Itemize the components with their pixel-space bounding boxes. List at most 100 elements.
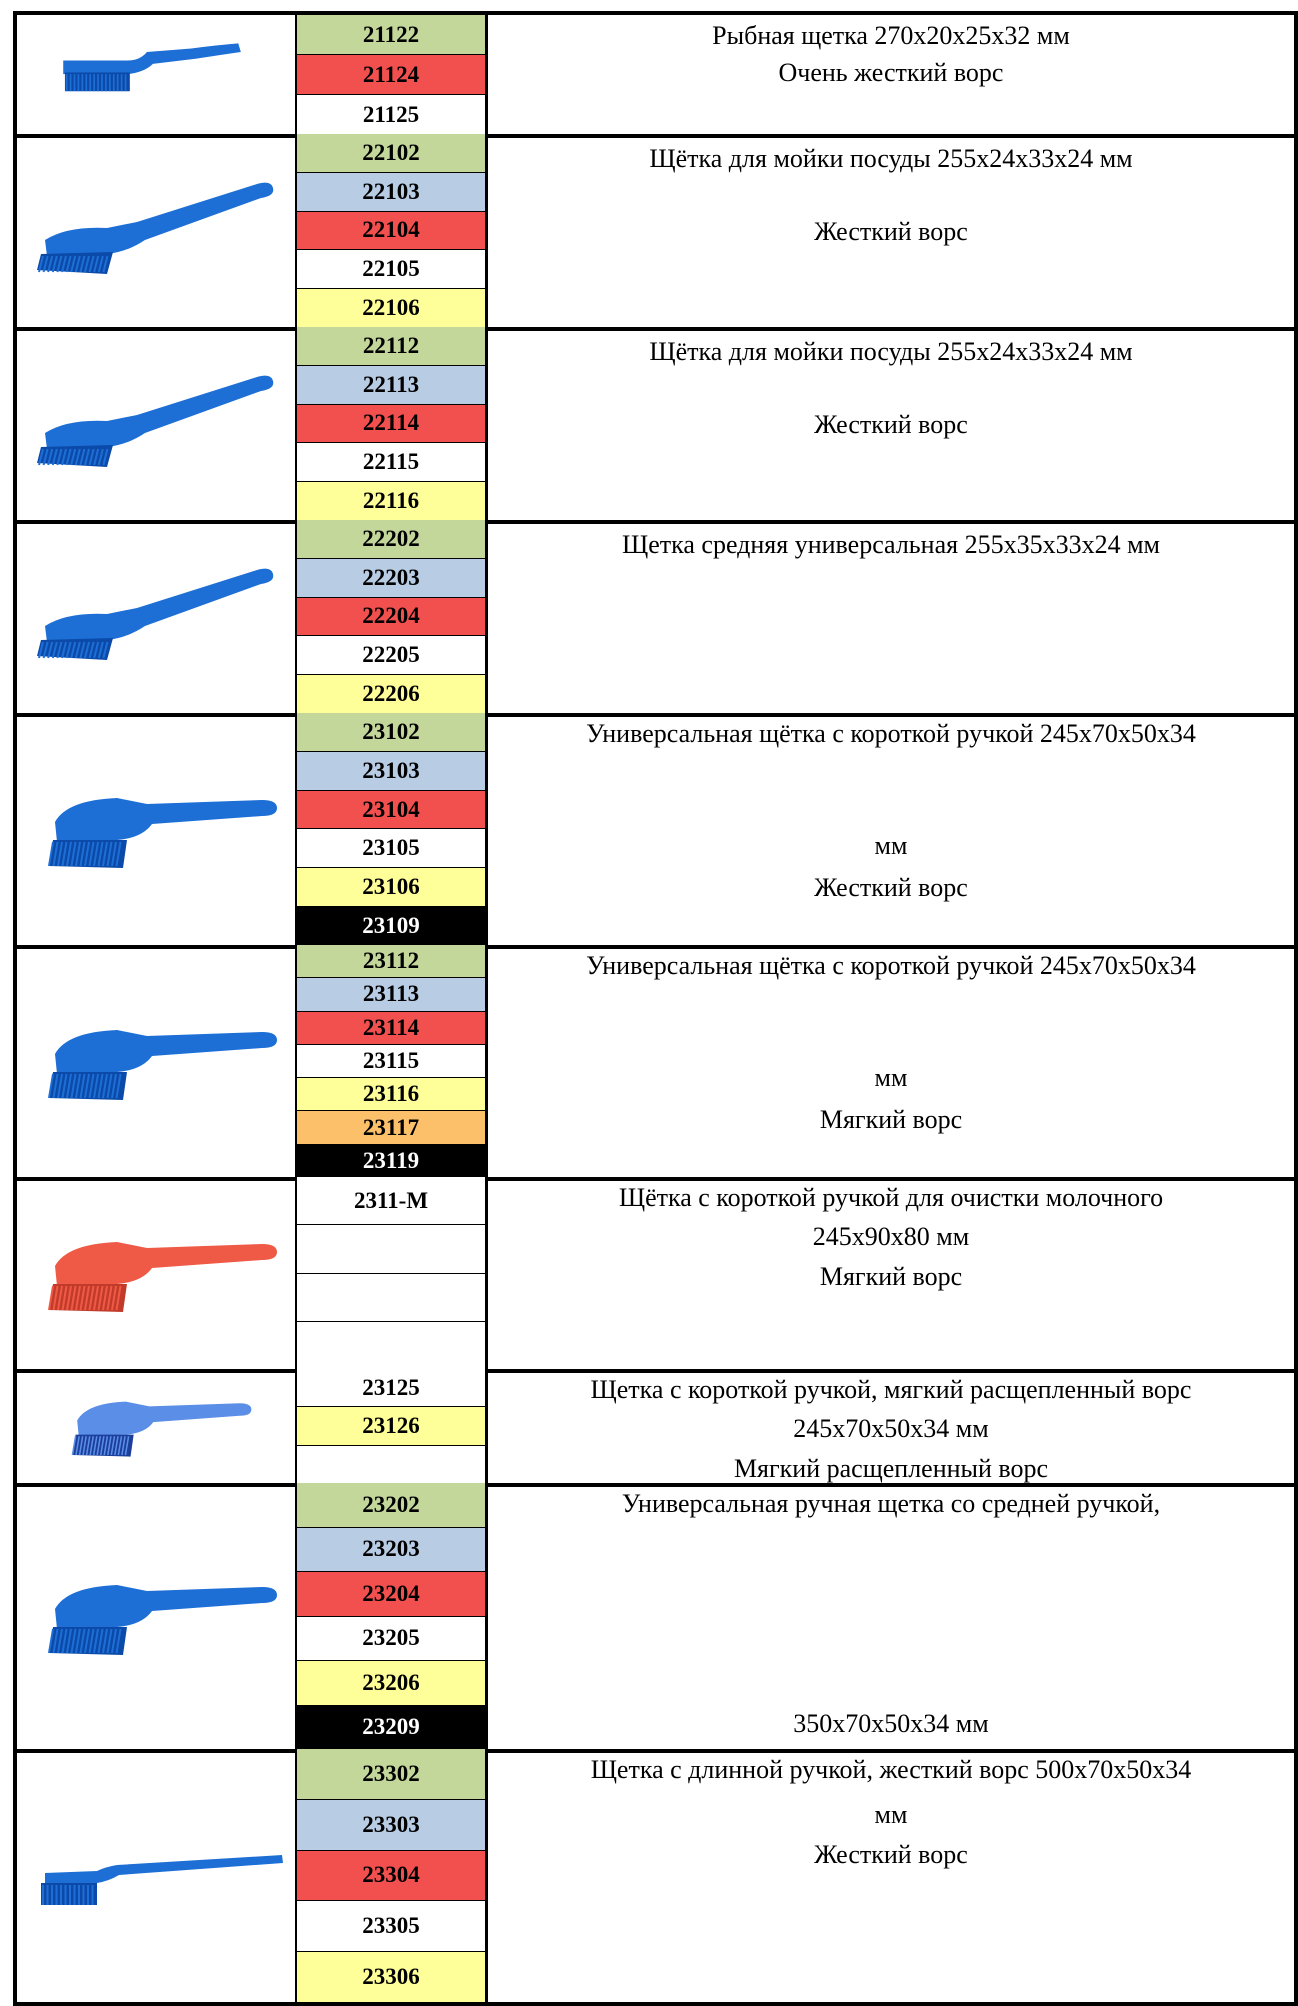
product-description: Универсальная щётка с короткой ручкой 24… xyxy=(488,945,1298,1177)
product-row: 2311-М Щётка с короткой ручкой для очистк… xyxy=(13,1177,1298,1373)
article-code: 23125 xyxy=(297,1369,485,1408)
article-code: 23106 xyxy=(297,868,485,908)
article-code: 22115 xyxy=(297,443,485,483)
article-code: 22112 xyxy=(297,327,485,366)
blue-medium-handle-brush-image xyxy=(48,1585,277,1655)
article-code: 23209 xyxy=(297,1705,485,1749)
article-code: 23113 xyxy=(297,978,485,1012)
product-description: Щетка средняя универсальная 255х35х33х24… xyxy=(488,520,1298,713)
product-row: 22102 22103 22104 22105 22106 Щётка для мойки… xyxy=(13,134,1298,331)
article-codes: 23302 23303 23304 23305 23306 xyxy=(297,1749,488,2002)
article-code xyxy=(297,1321,485,1369)
article-code: 2311-М xyxy=(297,1177,485,1226)
description-line: Универсальная щётка с короткой ручкой 24… xyxy=(586,951,1196,980)
article-codes: 23125 23126 xyxy=(297,1369,488,1483)
description-line: мм xyxy=(874,1063,908,1092)
product-image-cell xyxy=(13,945,297,1177)
article-code: 23202 xyxy=(297,1483,485,1528)
article-code: 22104 xyxy=(297,211,485,251)
description-line: Щётка для мойки посуды 255х24х33х24 мм xyxy=(649,337,1133,366)
blue-fish-brush-image xyxy=(63,42,241,91)
article-code: 21125 xyxy=(297,95,485,134)
description-line: Жесткий ворс xyxy=(814,873,968,902)
product-description: Щётка с короткой ручкой для очистки моло… xyxy=(488,1177,1298,1369)
description-line: Жесткий ворс xyxy=(814,1840,968,1869)
product-image-cell xyxy=(13,713,297,945)
article-code: 23306 xyxy=(297,1952,485,2002)
article-code: 23103 xyxy=(297,751,485,791)
description-line: 245х70х50х34 мм xyxy=(793,1414,989,1443)
description-line: 350х70х50х34 мм xyxy=(793,1709,989,1738)
product-image-cell xyxy=(13,520,297,713)
description-line: Жесткий ворс xyxy=(814,217,968,246)
article-code: 23115 xyxy=(297,1044,485,1079)
article-code: 22113 xyxy=(297,365,485,405)
article-code: 23304 xyxy=(297,1850,485,1902)
product-table: 21122 21124 21125 Рыбная щетка 270х20х25х32… xyxy=(13,11,1298,2006)
article-code: 22103 xyxy=(297,172,485,212)
article-codes: 23102 23103 23104 23105 23106 23109 xyxy=(297,713,488,945)
article-code: 23206 xyxy=(297,1661,485,1706)
article-code: 23104 xyxy=(297,790,485,830)
product-row: 22202 22203 22204 22205 22206 Щетка средняя у… xyxy=(13,520,1298,717)
article-code: 23303 xyxy=(297,1799,485,1851)
article-code: 22202 xyxy=(297,520,485,559)
product-image-cell xyxy=(13,1749,297,2002)
description-line: Мягкий ворс xyxy=(819,1105,963,1134)
product-row: 23125 23126 Щетка с короткой ручкой, мягки… xyxy=(13,1369,1298,1487)
description-line: мм xyxy=(874,831,908,860)
product-image-cell xyxy=(13,1369,297,1483)
blue-long-handle-brush-image xyxy=(41,1854,283,1905)
article-code: 23205 xyxy=(297,1616,485,1661)
article-code: 22205 xyxy=(297,636,485,676)
article-code: 22206 xyxy=(297,675,485,713)
description-line: Универсальная щётка с короткой ручкой 24… xyxy=(586,719,1196,748)
article-code: 23109 xyxy=(297,907,485,945)
article-code: 23102 xyxy=(297,713,485,752)
article-codes: 21122 21124 21125 xyxy=(297,15,488,134)
product-row: 23202 23203 23204 23205 23206 23209 Универсаль… xyxy=(13,1483,1298,1753)
product-description: Рыбная щетка 270х20х25х32 мм Очень жестки… xyxy=(488,15,1298,134)
description-line: Щётка с короткой ручкой для очистки моло… xyxy=(618,1183,1164,1212)
description-line: Щётка для мойки посуды 255х24х33х24 мм xyxy=(649,144,1133,173)
article-code: 23305 xyxy=(297,1901,485,1953)
description-line: Щетка средняя универсальная 255х35х33х24… xyxy=(622,530,1160,559)
article-code: 22106 xyxy=(297,289,485,327)
blue-dish-brush-image xyxy=(37,375,274,467)
description-line: Универсальная ручная щетка со средней ру… xyxy=(621,1489,1161,1518)
article-code: 23203 xyxy=(297,1527,485,1572)
article-code xyxy=(297,1445,485,1483)
blue-medium-universal-brush-image xyxy=(37,568,274,660)
article-codes: 23202 23203 23204 23205 23206 23209 xyxy=(297,1483,488,1749)
product-image-cell xyxy=(13,134,297,327)
product-description: Щетка с короткой ручкой, мягкий расщепле… xyxy=(488,1369,1298,1483)
product-image-cell xyxy=(13,327,297,520)
article-code: 21122 xyxy=(297,15,485,55)
article-codes: 2311-М xyxy=(297,1177,488,1369)
blue-split-bristle-brush-image xyxy=(71,1401,252,1457)
blue-short-handle-brush-image xyxy=(48,1030,277,1100)
article-code xyxy=(297,1225,485,1274)
article-codes: 23112 23113 23114 23115 23116 23117 23119 xyxy=(297,945,488,1177)
article-code: 23126 xyxy=(297,1407,485,1446)
product-image-cell xyxy=(13,1483,297,1749)
article-code: 22105 xyxy=(297,250,485,290)
article-code: 22203 xyxy=(297,558,485,598)
description-line: Очень жесткий ворс xyxy=(778,58,1004,87)
description-line: Щетка с длинной ручкой, жесткий ворс 500… xyxy=(590,1755,1192,1784)
description-line: мм xyxy=(874,1800,908,1829)
article-code: 23116 xyxy=(297,1078,485,1112)
blue-dish-brush-image xyxy=(37,182,274,274)
article-code: 22114 xyxy=(297,404,485,444)
article-code: 21124 xyxy=(297,55,485,95)
product-row: 21122 21124 21125 Рыбная щетка 270х20х25х32… xyxy=(13,11,1298,138)
product-row: 23112 23113 23114 23115 23116 23117 23119 Униве… xyxy=(13,945,1298,1181)
article-code: 23302 xyxy=(297,1749,485,1800)
article-codes: 22112 22113 22114 22115 22116 xyxy=(297,327,488,520)
blue-short-handle-brush-image xyxy=(48,798,277,868)
product-description: Универсальная ручная щетка со средней ру… xyxy=(488,1483,1298,1749)
article-code: 23204 xyxy=(297,1572,485,1617)
description-line: Щетка с короткой ручкой, мягкий расщепле… xyxy=(590,1375,1192,1404)
article-code xyxy=(297,1273,485,1322)
description-line: Мягкий ворс xyxy=(819,1262,963,1291)
